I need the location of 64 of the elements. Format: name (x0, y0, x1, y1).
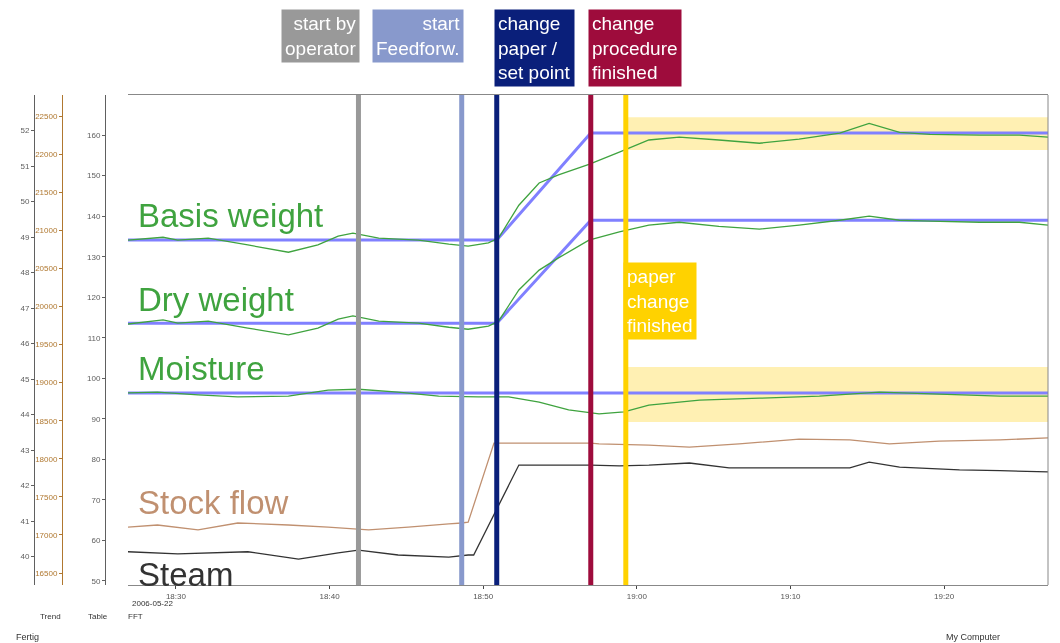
line-series (128, 437, 1048, 531)
y-tick-label: 140 (87, 211, 101, 221)
y-tick-label: 80 (91, 455, 101, 465)
y2-tick-label: 51 (20, 161, 30, 171)
x-tick-label: 19:10 (780, 591, 802, 601)
y-tick-label: 110 (87, 333, 101, 343)
y3-tick-label: 17500 (35, 492, 58, 502)
x-tick-label: 18:50 (473, 591, 494, 601)
y-tick-label: 120 (87, 293, 101, 303)
y2-tick-label: 42 (20, 481, 30, 491)
series-label: Moisture (138, 350, 265, 387)
y-tick-label: 130 (87, 252, 101, 262)
y2-tick-label: 50 (20, 197, 30, 207)
y-tick-label: 160 (87, 130, 101, 140)
y3-tick-label: 21500 (35, 187, 58, 197)
text: 2006-05-22 (132, 599, 174, 608)
y2-tick-label: 40 (20, 552, 30, 562)
y-tick-label: 90 (91, 414, 101, 424)
ref-line-label: paper change finished (627, 266, 693, 337)
x-tick-label: 18:40 (319, 591, 341, 601)
line-series (128, 122, 1048, 253)
text: Fertig (16, 632, 40, 642)
y-tick-label: 60 (91, 536, 101, 546)
text: FFT (128, 612, 143, 621)
x-tick-label: 19:00 (626, 591, 648, 601)
y-tick-label: 50 (91, 576, 101, 586)
text: My Computer (946, 632, 1001, 642)
y3-tick-label: 22000 (35, 149, 58, 159)
ref-line-label: change paper / set point (498, 13, 571, 84)
y2-tick-label: 47 (20, 303, 30, 313)
y2-tick-label: 45 (20, 374, 30, 384)
y2-tick-label: 52 (20, 126, 30, 136)
line-series (128, 461, 1048, 560)
line-series (128, 388, 1048, 415)
y2-tick-label: 44 (20, 410, 30, 420)
y-tick-label: 70 (91, 495, 101, 505)
series-label: Steam (138, 556, 234, 593)
y3-tick-label: 18000 (35, 454, 58, 464)
ref-line-label: start by operator (285, 13, 357, 59)
y3-tick-label: 16500 (35, 568, 58, 578)
y3-tick-label: 18500 (35, 416, 58, 426)
y-tick-label: 150 (87, 171, 101, 181)
y3-tick-label: 21000 (35, 226, 58, 236)
y3-tick-label: 20500 (35, 264, 58, 274)
y2-tick-label: 49 (20, 232, 30, 242)
y3-tick-label: 17000 (35, 530, 58, 540)
series-label: Dry weight (138, 281, 294, 318)
y3-tick-label: 19500 (35, 340, 58, 350)
y3-tick-label: 20000 (35, 302, 58, 312)
ref-line-label: start Feedforw. (376, 13, 461, 59)
y2-tick-label: 43 (20, 445, 30, 455)
text: Trend (40, 612, 61, 621)
y2-tick-label: 48 (20, 268, 30, 278)
x-tick-label: 18:30 (165, 591, 187, 601)
series-label: Basis weight (138, 197, 324, 234)
y3-tick-label: 19000 (35, 378, 58, 388)
text: Table (88, 612, 108, 621)
y3-tick-label: 22500 (35, 111, 58, 121)
y-tick-label: 100 (87, 374, 101, 384)
y2-tick-label: 41 (20, 516, 30, 526)
x-tick-label: 19:20 (934, 591, 955, 601)
ref-line-label: change procedure finished (592, 13, 678, 84)
series-label: Stock flow (138, 484, 289, 521)
y2-tick-label: 46 (20, 339, 30, 349)
